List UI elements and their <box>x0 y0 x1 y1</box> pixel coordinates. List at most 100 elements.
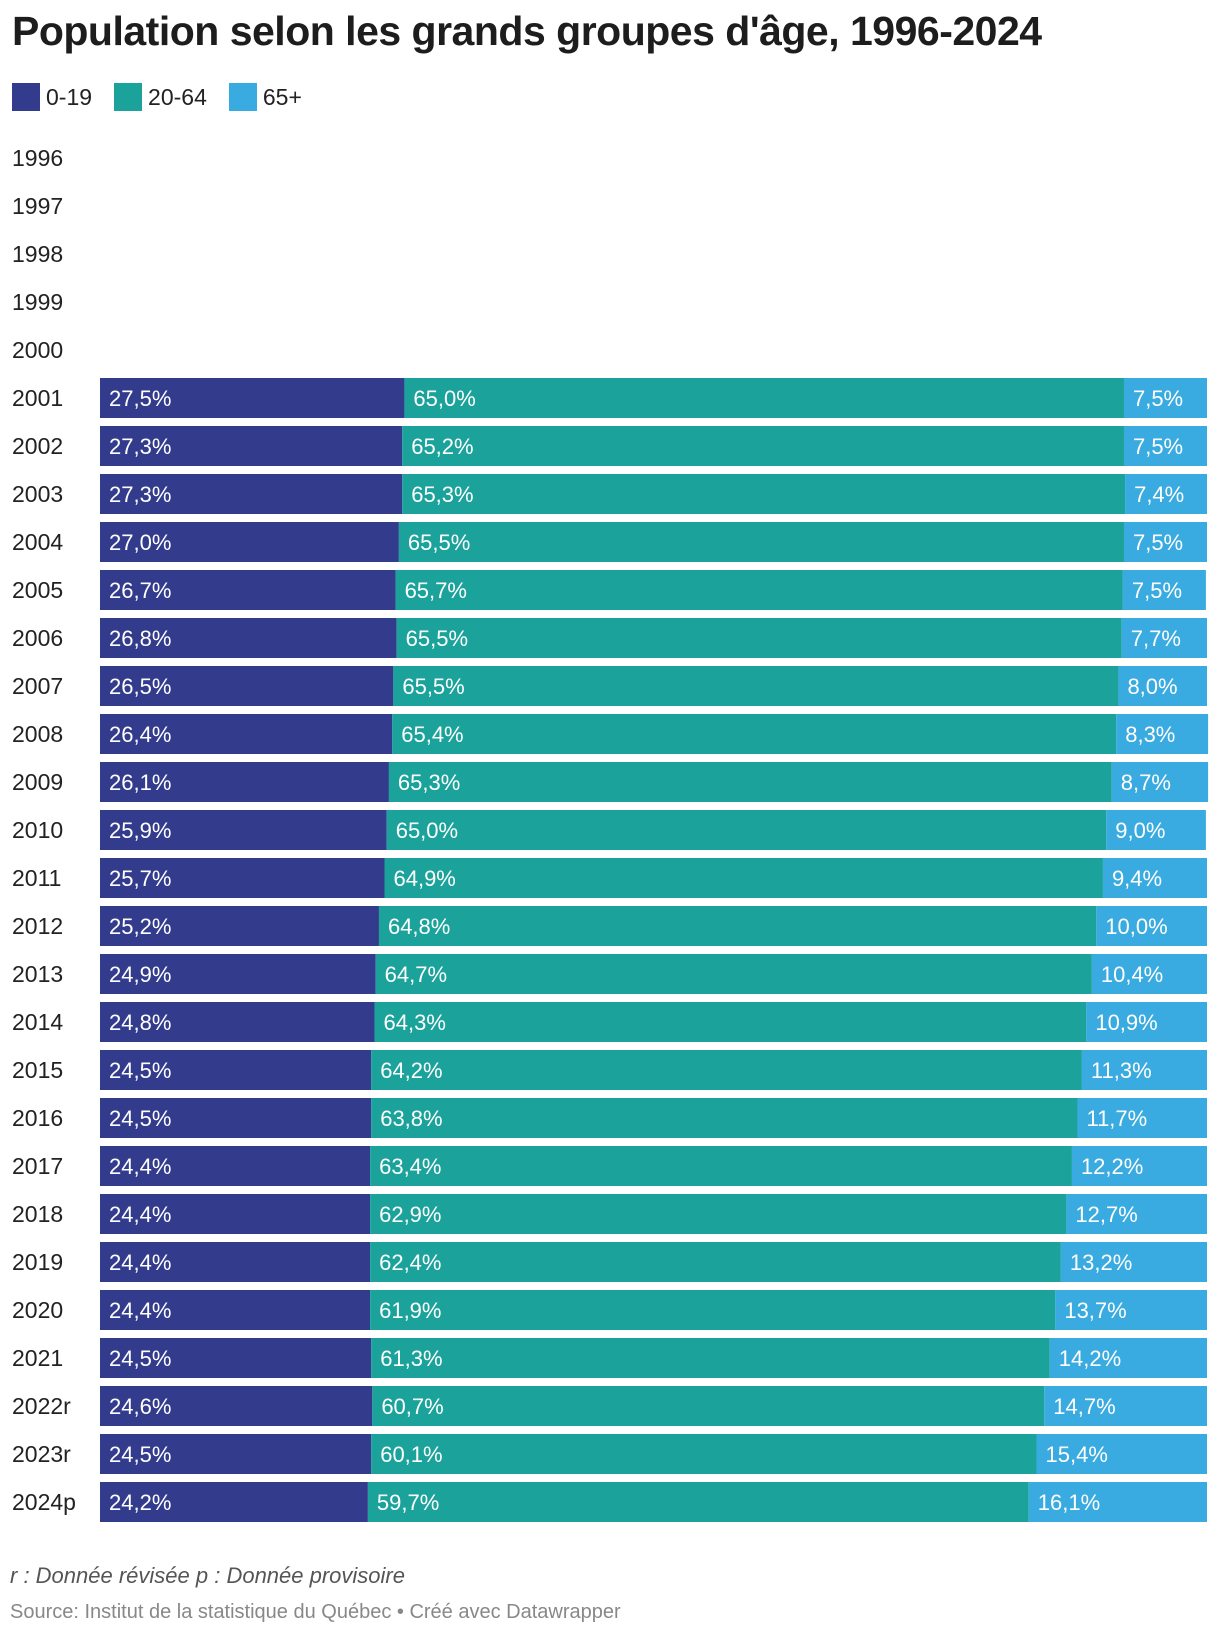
year-label: 2018 <box>12 1201 63 1227</box>
bar-value-label: 13,7% <box>1064 1298 1126 1323</box>
bar-segment-65+ <box>1066 1194 1207 1234</box>
year-label: 2016 <box>12 1105 63 1131</box>
bar-segment-0-19 <box>100 1194 371 1234</box>
legend-label-65-plus: 65+ <box>262 83 302 110</box>
year-label: 2014 <box>12 1009 63 1035</box>
bar-segment-65+ <box>1081 1050 1207 1090</box>
bar-value-label: 24,8% <box>109 1010 171 1035</box>
bar-value-label: 26,7% <box>109 578 171 603</box>
bar-value-label: 60,7% <box>381 1394 443 1419</box>
bar-value-label: 11,7% <box>1086 1106 1147 1131</box>
source-credit: Source: Institut de la statistique du Qu… <box>10 1601 621 1623</box>
bar-segment-20-64 <box>370 1242 1061 1282</box>
bar-value-label: 65,5% <box>408 530 470 555</box>
bar-value-label: 24,5% <box>109 1058 171 1083</box>
bar-value-label: 27,3% <box>109 482 171 507</box>
bar-value-label: 7,7% <box>1131 626 1181 651</box>
bar-segment-20-64 <box>372 1386 1045 1426</box>
bar-value-label: 65,5% <box>402 674 464 699</box>
bar-row-1999: 1999 <box>12 289 63 315</box>
bar-value-label: 26,4% <box>109 722 171 747</box>
bar-row-2018: 2018 24,4% 62,9% 12,7% <box>12 1194 1207 1234</box>
bar-row-1996: 1996 <box>12 145 63 171</box>
legend: 0-19 20-64 65+ <box>12 83 324 111</box>
bar-segment-20-64 <box>393 666 1119 706</box>
bar-segment-0-19 <box>100 1002 375 1042</box>
bar-segment-20-64 <box>375 954 1092 994</box>
bar-value-label: 26,1% <box>109 770 171 795</box>
bar-segment-20-64 <box>371 1338 1050 1378</box>
bar-value-label: 60,1% <box>380 1442 442 1467</box>
bar-segment-20-64 <box>404 378 1124 418</box>
bar-row-2008: 2008 26,4% 65,4% 8,3% <box>12 714 1209 754</box>
year-label: 2023r <box>12 1441 71 1467</box>
bar-segment-65+ <box>1125 474 1207 514</box>
year-label: 2001 <box>12 385 63 411</box>
bar-value-label: 61,3% <box>380 1346 442 1371</box>
bar-segment-0-19 <box>100 1050 372 1090</box>
bar-segment-0-19 <box>100 570 396 610</box>
bar-value-label: 26,8% <box>109 626 171 651</box>
bar-row-1997: 1997 <box>12 193 63 219</box>
bar-value-label: 8,3% <box>1125 722 1175 747</box>
bar-value-label: 7,5% <box>1133 530 1183 555</box>
bar-row-2015: 2015 24,5% 64,2% 11,3% <box>12 1050 1207 1090</box>
bar-value-label: 7,5% <box>1133 434 1183 459</box>
bar-row-2019: 2019 24,4% 62,4% 13,2% <box>12 1242 1207 1282</box>
bar-segment-0-19 <box>100 1338 372 1378</box>
bar-segment-20-64 <box>370 1146 1072 1186</box>
bar-value-label: 64,8% <box>388 914 450 939</box>
bar-segment-65+ <box>1028 1482 1207 1522</box>
year-label: 2021 <box>12 1345 63 1371</box>
bar-value-label: 27,5% <box>109 386 171 411</box>
bar-value-label: 65,3% <box>411 482 473 507</box>
bar-value-label: 24,5% <box>109 1346 171 1371</box>
bar-row-2012: 2012 25,2% 64,8% 10,0% <box>12 906 1207 946</box>
bar-value-label: 10,0% <box>1105 914 1167 939</box>
bar-value-label: 27,0% <box>109 530 171 555</box>
bar-segment-65+ <box>1060 1242 1207 1282</box>
year-label: 1998 <box>12 241 63 267</box>
bar-row-2007: 2007 26,5% 65,5% 8,0% <box>12 666 1207 706</box>
bar-value-label: 25,2% <box>109 914 171 939</box>
bar-segment-65+ <box>1123 426 1207 466</box>
bar-segment-65+ <box>1118 666 1207 706</box>
bar-value-label: 24,4% <box>109 1298 171 1323</box>
bar-segment-0-19 <box>100 1146 371 1186</box>
bar-row-2020: 2020 24,4% 61,9% 13,7% <box>12 1290 1207 1330</box>
bar-segment-20-64 <box>370 1194 1067 1234</box>
legend-swatch-65-plus <box>228 83 257 111</box>
bar-value-label: 65,0% <box>396 818 458 843</box>
bar-value-label: 24,4% <box>109 1202 171 1227</box>
bar-segment-65+ <box>1077 1098 1207 1138</box>
bar-value-label: 63,4% <box>379 1154 441 1179</box>
bar-row-2014: 2014 24,8% 64,3% 10,9% <box>12 1002 1207 1042</box>
bar-value-label: 64,2% <box>380 1058 442 1083</box>
bar-segment-65+ <box>1121 618 1207 658</box>
bar-value-label: 64,7% <box>385 962 447 987</box>
bar-segment-0-19 <box>100 426 403 466</box>
year-label: 2017 <box>12 1153 63 1179</box>
bar-value-label: 25,9% <box>109 818 171 843</box>
year-label: 2006 <box>12 625 63 651</box>
year-label: 2011 <box>12 865 61 891</box>
bar-value-label: 7,5% <box>1132 578 1182 603</box>
bar-segment-0-19 <box>100 522 399 562</box>
bar-value-label: 65,3% <box>398 770 460 795</box>
bar-row-2002: 2002 27,3% 65,2% 7,5% <box>12 426 1207 466</box>
bar-segment-65+ <box>1044 1386 1207 1426</box>
bar-value-label: 12,2% <box>1081 1154 1143 1179</box>
bar-row-2003: 2003 27,3% 65,3% 7,4% <box>12 474 1207 514</box>
bar-value-label: 13,2% <box>1070 1250 1132 1275</box>
bar-value-label: 9,0% <box>1115 818 1165 843</box>
bar-segment-65+ <box>1102 858 1207 898</box>
year-label: 1996 <box>12 145 63 171</box>
year-label: 2019 <box>12 1249 63 1275</box>
bar-segment-0-19 <box>100 1098 372 1138</box>
chart-title: Population selon les grands groupes d'âg… <box>12 8 1042 54</box>
bar-value-label: 24,6% <box>109 1394 171 1419</box>
bar-value-label: 65,0% <box>413 386 475 411</box>
year-label: 2020 <box>12 1297 63 1323</box>
year-label: 2024p <box>12 1489 76 1515</box>
